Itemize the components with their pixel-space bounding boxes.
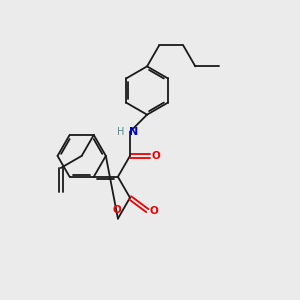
Text: O: O — [149, 206, 158, 216]
Text: H: H — [117, 127, 125, 137]
Text: O: O — [152, 151, 161, 161]
Text: N: N — [129, 127, 139, 137]
Text: O: O — [112, 205, 121, 215]
